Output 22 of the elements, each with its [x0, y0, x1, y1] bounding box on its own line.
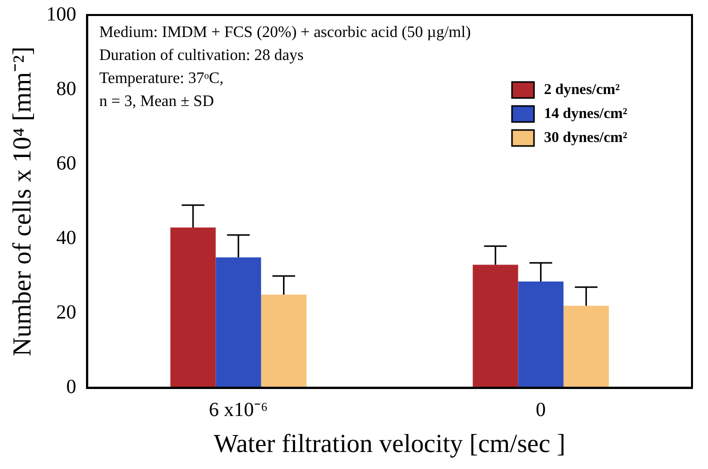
- annotation: Temperature: 37ᵒC,: [99, 70, 224, 88]
- x-axis-title: Water filtration velocity [cm/sec ]: [214, 429, 566, 458]
- y-tick-label: 60: [56, 152, 76, 174]
- annotation: Duration of cultivation: 28 days: [99, 47, 304, 64]
- legend-label: 30 dynes/cm²: [544, 130, 628, 146]
- bar: [170, 227, 216, 388]
- y-tick-label: 20: [56, 301, 76, 324]
- legend-label: 2 dynes/cm²: [544, 82, 620, 98]
- bar: [261, 294, 306, 388]
- y-tick-label: 100: [46, 3, 76, 26]
- y-axis-title: Number of cells x 10⁴ [mm⁻²]: [7, 46, 36, 356]
- bar: [216, 257, 262, 388]
- x-tick-label: 6 x10⁻⁶: [208, 399, 268, 422]
- y-tick-label: 0: [66, 376, 76, 398]
- bar: [518, 282, 564, 388]
- bar: [472, 264, 518, 388]
- y-tick-label: 40: [56, 226, 76, 249]
- y-tick-label: 80: [56, 78, 76, 100]
- annotation: Medium: IMDM + FCS (20%) + ascorbic acid (50 µg/ml): [99, 24, 471, 42]
- annotation: n = 3, Mean ± SD: [99, 93, 214, 110]
- bar: [563, 306, 609, 388]
- legend-label: 14 dynes/cm²: [544, 106, 628, 122]
